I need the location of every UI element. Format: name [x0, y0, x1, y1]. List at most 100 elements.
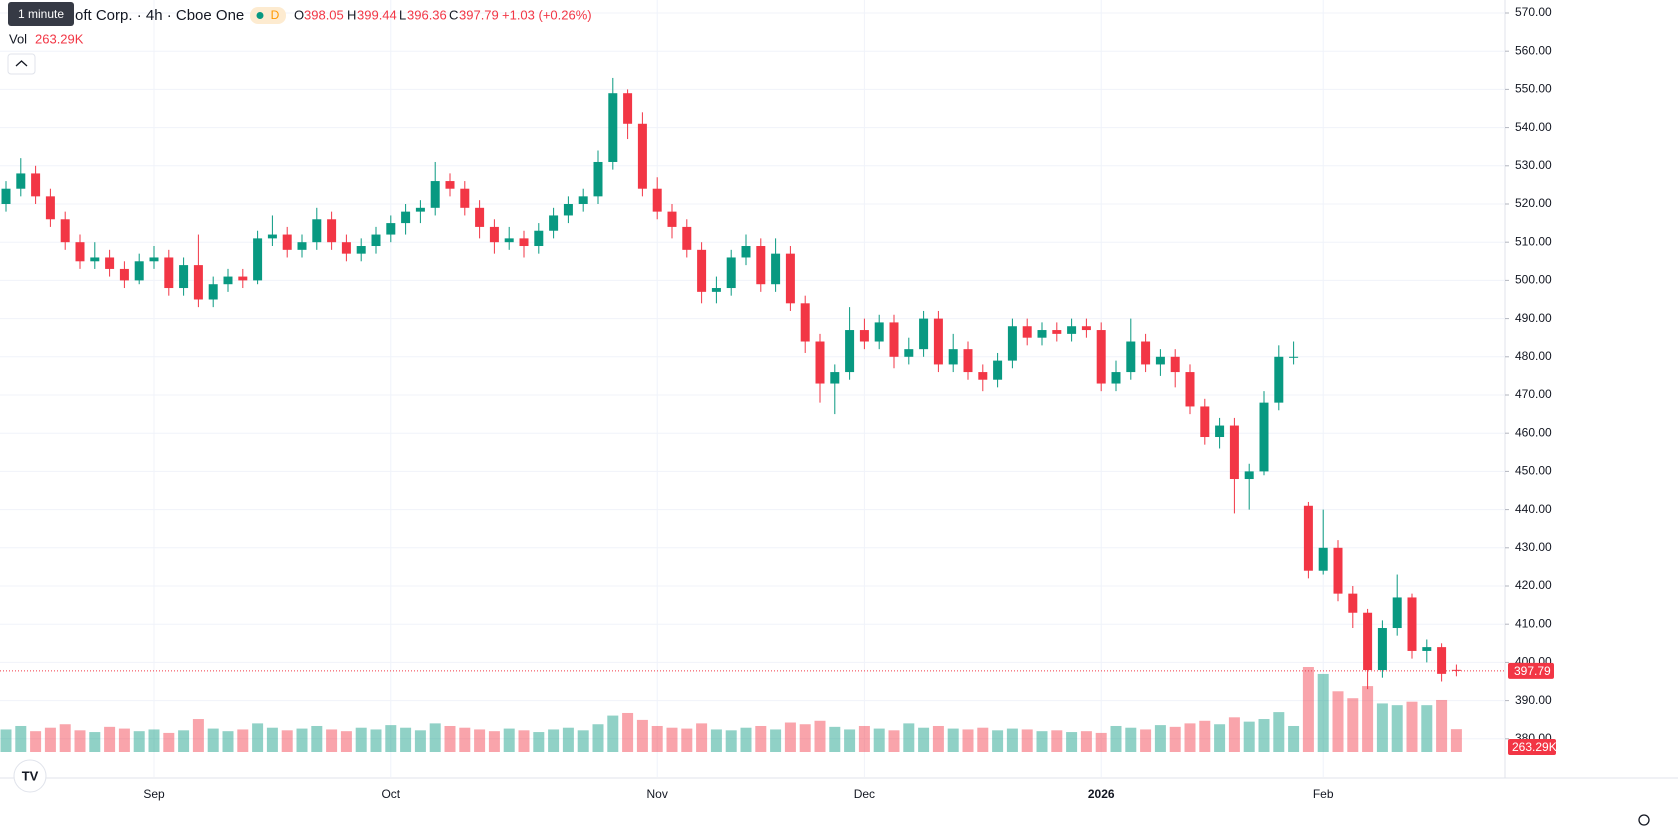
candle-body	[815, 341, 825, 384]
candle-body	[16, 173, 26, 189]
y-tick-label: 450.00	[1515, 464, 1552, 478]
candle-body	[90, 257, 100, 262]
volume-bar	[725, 730, 737, 752]
collapse-button[interactable]	[7, 53, 36, 75]
volume-bar	[163, 732, 175, 752]
y-tick-label: 540.00	[1515, 120, 1552, 134]
vol-value: 263.29K	[35, 31, 84, 46]
candle-body	[179, 265, 189, 289]
candle-body	[534, 230, 544, 247]
y-tick-label: 560.00	[1515, 43, 1552, 57]
candle-body	[904, 349, 914, 357]
y-tick-label: 410.00	[1515, 616, 1552, 630]
c-value: 397.79	[459, 7, 499, 22]
candle-body	[475, 207, 485, 227]
candle-body	[1392, 597, 1402, 629]
volume-bar	[592, 724, 604, 752]
candle-body	[637, 123, 647, 189]
candle-body	[430, 181, 440, 208]
candle-body	[208, 284, 218, 300]
candle-body	[164, 257, 174, 289]
x-tick-label: Feb	[1313, 787, 1334, 801]
symbol: oft Corp. · 4h · Cboe One	[75, 7, 244, 24]
volume-bar	[844, 729, 856, 752]
h-label: H	[347, 7, 356, 22]
candle-body	[1081, 326, 1091, 331]
volume-bar	[829, 726, 841, 752]
candle-body	[504, 238, 514, 243]
volume-bar	[518, 730, 530, 752]
volume-bar	[1125, 727, 1137, 752]
candle-body	[771, 253, 781, 285]
volume-bar	[237, 729, 249, 752]
volume-bar	[740, 727, 752, 752]
candle-body	[711, 288, 721, 292]
candle-body	[386, 223, 396, 235]
candle-body	[489, 226, 499, 243]
y-tick-label: 500.00	[1515, 273, 1552, 287]
tooltip-text: 1 minute	[18, 7, 64, 21]
candle-body	[253, 238, 263, 281]
volume-bar	[133, 731, 145, 752]
candle-body	[45, 196, 55, 220]
candle-body	[845, 330, 855, 373]
candle-body	[297, 242, 307, 250]
candle-body	[105, 257, 115, 269]
volume-bar	[873, 728, 885, 752]
volume-bar	[607, 715, 619, 752]
volume-bar	[918, 727, 930, 752]
volume-bar	[326, 729, 338, 752]
candle-body	[1067, 326, 1077, 334]
volume-bar	[932, 725, 944, 752]
volume-bar	[947, 728, 959, 752]
candle-body	[1200, 406, 1210, 438]
volume-bar	[548, 729, 560, 752]
candle-body	[1215, 425, 1225, 438]
volume-bar	[858, 725, 870, 752]
volume-bar	[977, 727, 989, 752]
candle-body	[1037, 330, 1047, 338]
x-tick-label: Oct	[381, 787, 400, 801]
candle-body	[1141, 341, 1151, 365]
volume-bar	[414, 730, 426, 752]
l-value: 396.36	[407, 7, 447, 22]
candle-body	[31, 173, 41, 197]
volume-bar	[1317, 673, 1329, 752]
candle-body	[889, 322, 899, 357]
candle-body	[445, 181, 455, 189]
volume-bar	[1228, 717, 1240, 752]
x-tick-label: 2026	[1088, 787, 1115, 801]
candle-body	[1, 188, 11, 204]
candle-body	[1022, 326, 1032, 338]
volume-bar	[1362, 686, 1374, 752]
candle-body	[1244, 471, 1254, 480]
volume-bar	[622, 712, 634, 752]
candle-body	[223, 276, 233, 285]
candle-body	[578, 196, 588, 204]
volume-bar	[710, 729, 722, 752]
volume-bar	[1421, 705, 1433, 752]
candle-body	[75, 242, 85, 262]
settings-icon[interactable]	[1638, 814, 1650, 826]
volume-bar	[1288, 725, 1300, 752]
candle-body	[401, 211, 411, 224]
volume-bar	[30, 731, 42, 752]
vol-label: Vol	[9, 31, 27, 46]
candle-body	[697, 249, 707, 292]
logo[interactable]	[13, 759, 47, 793]
volume-box-label: 263.29K	[1512, 740, 1557, 754]
candle-body	[1407, 597, 1417, 651]
y-tick-label: 420.00	[1515, 578, 1552, 592]
volume-bar	[1436, 699, 1448, 752]
candle-body	[859, 330, 869, 342]
candle-body	[60, 219, 70, 243]
volume-bar	[1332, 691, 1344, 752]
volume-bar	[1110, 725, 1122, 752]
candle-body	[1274, 356, 1284, 403]
candle-body	[519, 238, 529, 247]
volume-bar	[1273, 712, 1285, 752]
o-label: O	[294, 7, 304, 22]
volume-bar	[488, 731, 500, 752]
candle-body	[1451, 669, 1461, 671]
volume-bar	[1450, 729, 1462, 752]
